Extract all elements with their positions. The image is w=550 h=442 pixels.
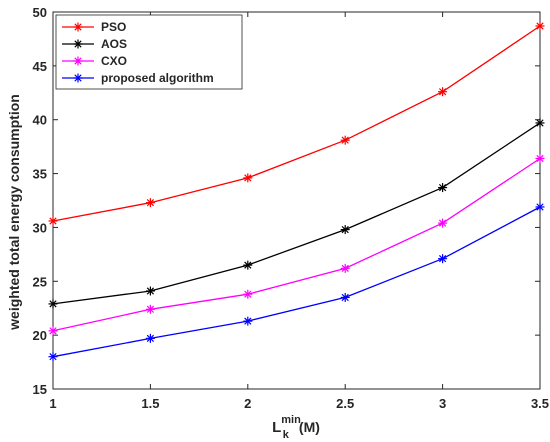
legend-entry: CXO [62, 54, 127, 68]
x-tick-label: 3.5 [531, 396, 549, 411]
data-point-marker [535, 153, 545, 163]
data-point-marker [243, 173, 253, 183]
legend-label: proposed algorithm [101, 71, 214, 85]
y-axis-label: weighted total energy consumption [6, 94, 22, 331]
series-line [52, 157, 541, 332]
series-cxo [48, 153, 545, 336]
series-line [52, 25, 541, 222]
data-point-marker [243, 316, 253, 326]
y-tick-label: 50 [33, 5, 47, 20]
y-tick-label: 25 [33, 274, 47, 289]
data-point-marker [145, 333, 155, 343]
y-tick-label: 30 [33, 220, 47, 235]
y-tick-label: 15 [33, 382, 47, 397]
data-point-marker [535, 118, 545, 128]
data-point-marker [145, 286, 155, 296]
data-point-marker [48, 352, 58, 362]
y-tick-label: 20 [33, 328, 47, 343]
series-line [52, 206, 541, 358]
data-point-marker [48, 299, 58, 309]
data-point-marker [145, 304, 155, 314]
x-axis-label-sup: min [281, 414, 301, 426]
series-group [48, 21, 545, 362]
legend-marker [73, 22, 83, 32]
x-tick-label: 1 [49, 396, 56, 411]
x-tick-label: 3 [439, 396, 446, 411]
legend-entry: AOS [62, 37, 127, 51]
x-axis-label: Lmin k (M) [272, 414, 320, 441]
data-point-marker [438, 254, 448, 264]
series-pso [48, 21, 545, 226]
legend-marker [73, 73, 83, 83]
series-proposed-algorithm [48, 202, 545, 362]
x-tick-label: 1.5 [141, 396, 159, 411]
y-tick-label: 45 [33, 59, 47, 74]
legend-marker [73, 56, 83, 66]
data-point-marker [48, 216, 58, 226]
data-point-marker [535, 202, 545, 212]
data-point-marker [340, 263, 350, 273]
data-point-marker [438, 183, 448, 193]
series-aos [48, 118, 545, 309]
x-axis-label-sub: k [283, 429, 290, 441]
legend-label: PSO [101, 20, 126, 34]
data-point-marker [243, 289, 253, 299]
x-tick-label: 2 [244, 396, 251, 411]
x-tick-label: 2.5 [336, 396, 354, 411]
series-line [52, 122, 541, 305]
data-point-marker [438, 218, 448, 228]
x-axis-label-base: L [272, 419, 281, 436]
x-axis-label-suffix: (M) [299, 419, 320, 435]
legend-entry: PSO [62, 20, 126, 34]
data-point-marker [340, 135, 350, 145]
legend: PSO AOS CXO proposed algorithm [55, 14, 243, 90]
legend-label: CXO [101, 54, 127, 68]
data-point-marker [438, 87, 448, 97]
data-point-marker [535, 21, 545, 31]
data-point-marker [340, 225, 350, 235]
legend-label: AOS [101, 37, 127, 51]
data-point-marker [243, 260, 253, 270]
legend-marker [73, 39, 83, 49]
y-tick-label: 35 [33, 167, 47, 182]
data-point-marker [145, 198, 155, 208]
axis-ticks: 1 1.5 2 2.5 3 3.5 15 20 25 30 35 40 45 50 [33, 5, 550, 411]
data-point-marker [340, 292, 350, 302]
y-tick-label: 40 [33, 113, 47, 128]
data-point-marker [48, 326, 58, 336]
legend-entry: proposed algorithm [62, 71, 214, 85]
